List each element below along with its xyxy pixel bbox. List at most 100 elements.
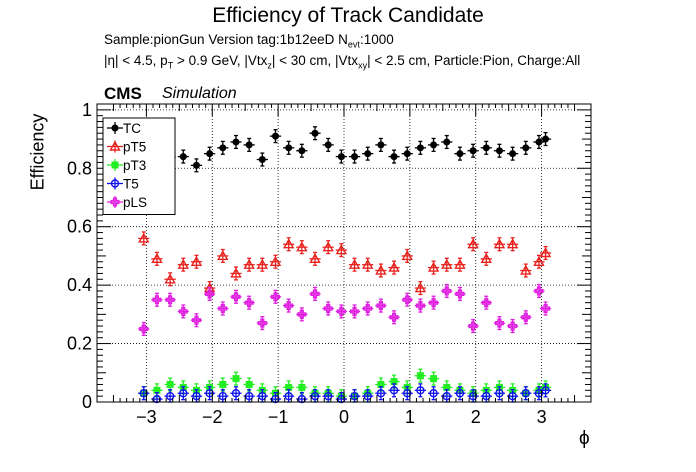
marker [375,264,387,275]
data-point [283,140,295,155]
marker [192,161,200,169]
data-point [388,149,400,164]
data-point [427,295,440,310]
marker [337,153,345,161]
data-point [335,243,348,258]
data-point [401,292,413,307]
data-point [322,137,334,152]
data-point [296,380,308,395]
data-point [269,254,282,269]
x-tick-label: 1 [405,407,415,427]
data-point [493,237,506,252]
x-tick-label: −1 [268,407,289,427]
marker [509,150,517,158]
legend-label: pLS [123,195,147,210]
marker [258,156,266,164]
data-point [427,386,440,401]
marker [205,289,215,299]
data-point [217,301,229,316]
marker [376,301,386,311]
marker [456,150,464,158]
marker [542,135,550,143]
data-point [493,386,506,401]
data-point [190,313,203,328]
marker [285,144,293,152]
data-point [348,257,361,272]
marker [232,138,240,146]
marker [388,261,400,272]
marker [271,132,279,140]
data-point [151,292,163,307]
marker [403,389,412,398]
data-point [296,307,308,322]
data-point [480,295,492,310]
marker [348,258,361,269]
marker [481,298,491,308]
data-point [256,152,268,167]
data-point [348,149,361,164]
marker [455,289,465,299]
marker [442,286,452,296]
marker [522,144,530,152]
marker [534,286,544,296]
data-point [401,248,413,263]
marker [403,150,411,158]
data-point [507,318,519,334]
data-point [520,263,532,278]
subtitle-2-part-b: > 0.9 GeV, |Vtx [173,53,268,68]
marker [298,383,306,391]
marker [285,383,293,391]
marker [336,306,346,316]
marker [323,391,333,401]
data-point [441,257,453,272]
marker [429,389,438,398]
marker [256,258,269,269]
data-point [480,140,492,155]
marker [257,318,267,328]
data-point [256,257,269,272]
marker [243,258,255,269]
data-point [414,280,427,296]
data-point [375,263,387,278]
marker [191,315,202,325]
data-point [467,143,479,158]
marker [139,389,148,398]
data-point [533,254,545,269]
data-point [204,146,216,161]
marker [377,141,385,149]
marker [284,301,294,311]
marker [364,150,372,158]
marker [416,144,424,152]
data-point [243,257,255,272]
marker [402,295,412,305]
marker [429,298,439,308]
data-point [243,377,255,392]
data-point [177,149,189,164]
legend-entry-tc: TC [107,121,141,136]
marker [468,391,478,401]
data-point [217,377,229,392]
data-point [322,240,334,255]
marker [179,153,187,161]
data-point [204,386,216,401]
marker [244,298,254,308]
marker [414,282,427,293]
x-tick-label: 2 [471,407,481,427]
marker [258,391,267,401]
simulation-label: Simulation [162,85,237,102]
legend: TC pT5 pT3 T5 pLS [102,117,176,215]
marker [443,383,451,391]
data-point [309,286,321,301]
data-point [362,146,374,161]
data-point [151,251,163,266]
marker [521,312,531,322]
marker [323,303,333,314]
data-point [296,240,308,255]
marker [416,372,424,380]
subtitle-2-part-d: | < 2.5 cm, Particle:Pion, Charge:All [367,53,581,68]
marker [110,197,120,207]
marker [165,391,175,401]
data-point [401,386,413,401]
marker [376,389,386,398]
data-point [164,292,176,307]
